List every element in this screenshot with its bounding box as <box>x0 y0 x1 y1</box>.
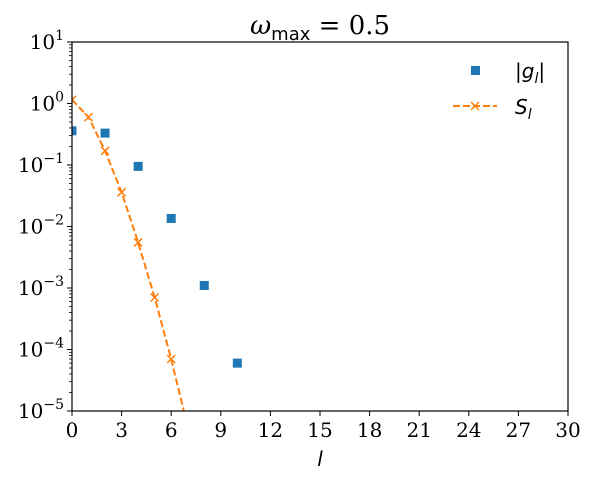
y-tick-base: 10 <box>18 399 43 423</box>
legend-label-part: | <box>538 59 545 83</box>
x-tick-label: 6 <box>165 418 178 442</box>
x-axis: 0 3 6 9 12 15 18 21 24 27 30 <box>66 411 581 442</box>
y-tick-power: −2 <box>43 213 64 229</box>
series-layer <box>72 95 242 431</box>
legend-marker-s <box>470 101 480 111</box>
data-point <box>166 213 176 223</box>
y-tick-base: 10 <box>18 338 43 362</box>
data-point <box>117 187 127 197</box>
y-tick-label: 10−5 <box>18 397 64 423</box>
legend-label-part: S <box>515 95 528 119</box>
title-rest: = 0.5 <box>310 11 390 41</box>
legend-label-part: | <box>515 59 522 83</box>
data-point <box>133 161 143 171</box>
data-point <box>72 126 77 136</box>
y-tick-base: 10 <box>30 92 55 116</box>
legend-marker-g <box>471 66 480 75</box>
y-tick-power: −1 <box>43 151 64 167</box>
data-point <box>100 128 110 138</box>
x-tick-label: 24 <box>456 418 481 442</box>
data-point <box>150 292 160 303</box>
series-0 <box>72 126 242 368</box>
x-tick-label: 30 <box>555 418 580 442</box>
title-subscript: max <box>271 24 311 45</box>
series-1 <box>72 95 192 431</box>
y-tick-label: 10−3 <box>18 274 64 300</box>
legend-label-sub: l <box>534 71 538 87</box>
y-tick-label: 100 <box>30 90 64 116</box>
x-tick-label: 0 <box>66 418 79 442</box>
y-tick-label: 10−2 <box>18 213 64 239</box>
legend-label-g: |gl| <box>515 59 545 87</box>
y-tick-base: 10 <box>18 215 43 239</box>
data-point <box>166 354 176 364</box>
x-tick-label: 3 <box>115 418 128 442</box>
legend-label-s: Sl <box>515 95 532 123</box>
data-point <box>100 146 110 156</box>
chart-title: ωmax = 0.5 <box>250 11 390 45</box>
legend-label-part: g <box>522 59 535 83</box>
x-tick-label: 9 <box>214 418 227 442</box>
y-tick-label: 101 <box>30 28 64 54</box>
legend-label-sub: l <box>528 107 532 123</box>
x-tick-label: 21 <box>406 418 431 442</box>
y-tick-label: 10−1 <box>18 151 64 177</box>
legend: |gl|Sl <box>453 59 545 123</box>
x-tick-label: 18 <box>357 418 382 442</box>
series-line <box>72 99 185 411</box>
y-tick-power: −4 <box>43 336 64 352</box>
data-point <box>84 112 94 122</box>
y-tick-base: 10 <box>18 276 43 300</box>
y-tick-label: 10−4 <box>18 336 64 362</box>
data-point <box>184 423 192 431</box>
data-point <box>232 358 242 368</box>
x-axis-label: l <box>317 447 323 471</box>
y-tick-power: −5 <box>43 397 64 413</box>
data-point <box>133 237 143 247</box>
y-tick-power: −3 <box>43 274 64 290</box>
y-tick-base: 10 <box>18 153 43 177</box>
x-tick-label: 15 <box>307 418 332 442</box>
y-tick-power: 1 <box>55 28 64 44</box>
title-symbol: ω <box>250 11 271 41</box>
y-tick-power: 0 <box>55 90 64 106</box>
data-point <box>72 95 77 105</box>
x-tick-label: 27 <box>506 418 531 442</box>
y-tick-base: 10 <box>30 30 55 54</box>
x-tick-label: 12 <box>258 418 283 442</box>
plot-frame <box>71 41 569 412</box>
data-point <box>199 280 209 290</box>
